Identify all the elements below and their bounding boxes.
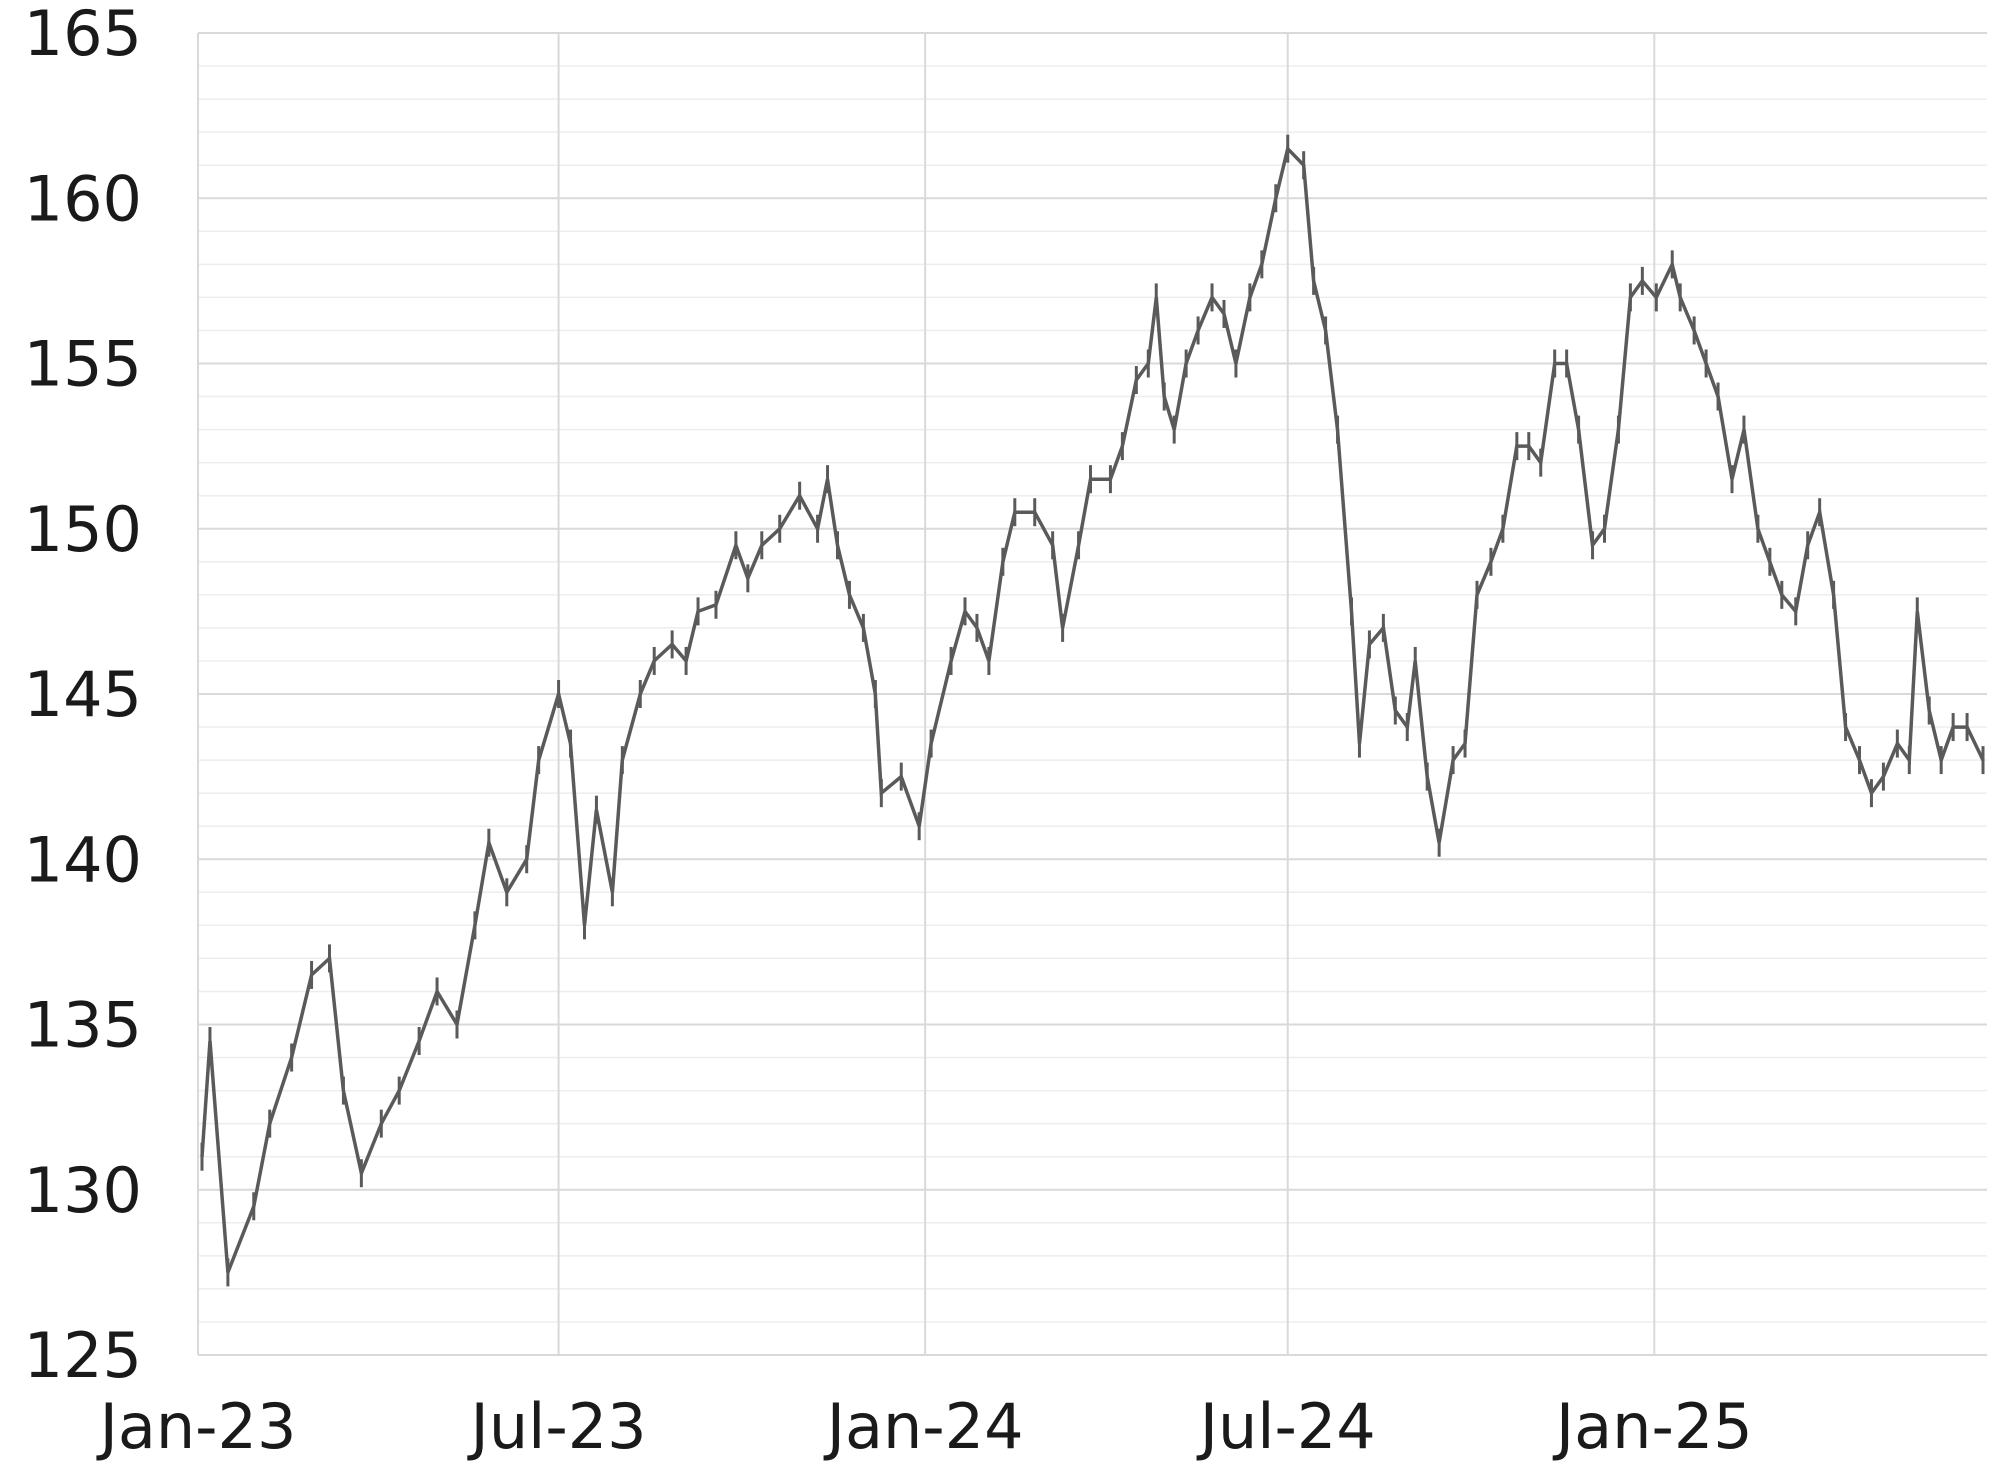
y-tick-label: 155 xyxy=(24,328,142,401)
y-tick-label: 125 xyxy=(24,1319,142,1392)
price-series xyxy=(200,134,1985,1287)
x-tick-label: Jul-23 xyxy=(467,1390,647,1463)
x-tick-label: Jan-25 xyxy=(1552,1390,1753,1463)
y-tick-label: 130 xyxy=(24,1154,142,1227)
x-axis-tick-labels: Jan-23 Jul-23 Jan-24 Jul-24 Jan-25 xyxy=(96,1390,1753,1463)
x-tick-label: Jul-24 xyxy=(1196,1390,1376,1463)
gridlines xyxy=(197,32,1987,1356)
y-axis-tick-labels: 125 130 135 140 145 150 155 160 165 xyxy=(24,0,142,1392)
x-tick-label: Jan-23 xyxy=(96,1390,297,1463)
price-line xyxy=(200,145,1985,1274)
y-tick-label: 135 xyxy=(24,989,142,1062)
y-tick-label: 150 xyxy=(24,493,142,566)
y-tick-label: 160 xyxy=(24,162,142,235)
y-tick-label: 145 xyxy=(24,658,142,731)
y-tick-label: 165 xyxy=(24,0,142,70)
y-tick-label: 140 xyxy=(24,823,142,896)
x-tick-label: Jan-24 xyxy=(823,1390,1024,1463)
